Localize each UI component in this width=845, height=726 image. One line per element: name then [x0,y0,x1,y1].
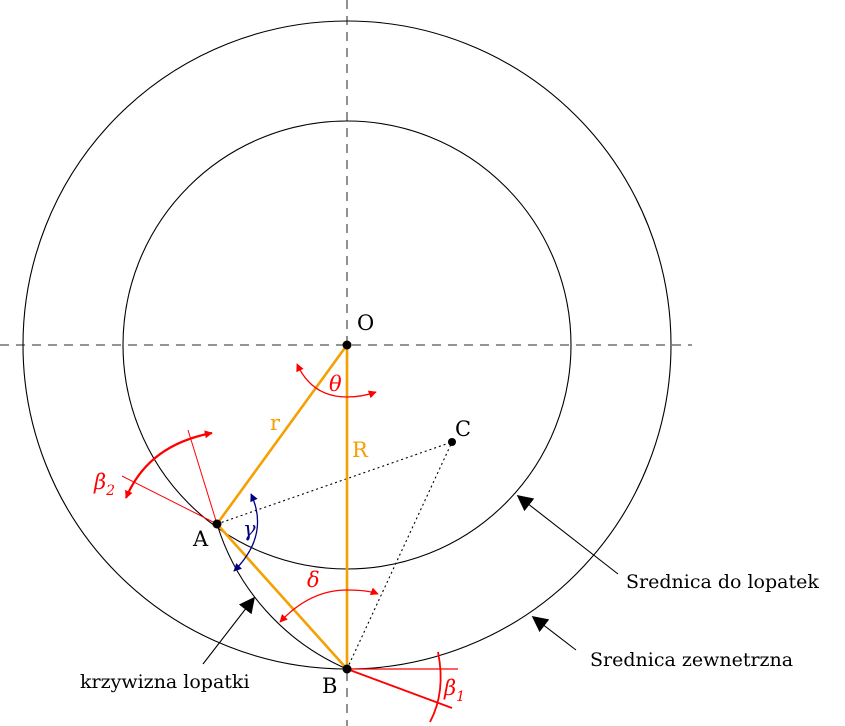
blade-curve-arrow [202,596,255,665]
label-B: B [322,674,337,698]
label-R: R [352,438,369,462]
point-C [448,438,456,446]
beta2-arc [124,430,213,499]
segment-r [215,344,349,525]
beta1-arc [429,651,442,723]
label-A: A [192,527,209,551]
label-beta1: β1 [443,676,465,705]
label-beta2: β2 [93,470,115,499]
blade-curve-annotation: krzywizna lopatki [80,671,250,693]
beta1-symbol: β [443,676,456,700]
blade-curve [216,523,348,670]
label-theta: θ [329,372,342,396]
beta2-line-2 [187,429,218,525]
theta-arc [296,363,377,399]
outer-circle-arrow [531,616,577,651]
beta2-subscript: 2 [105,483,115,499]
line-bc [346,441,453,670]
inner-circle-arrow [516,495,619,575]
outer-circle-annotation: Srednica zewnetrzna [590,649,793,671]
beta2-line-1 [121,475,218,525]
point-A [212,519,222,529]
beta2-symbol: β [93,470,106,494]
inner-circle-annotation: Srednica do lopatek [626,571,819,593]
point-O [342,340,352,350]
label-delta: δ [307,568,320,592]
point-B [342,664,352,674]
delta-arc [279,587,379,623]
beta1-line-2 [346,668,453,709]
label-r: r [270,411,281,435]
beta1-subscript: 1 [456,689,465,705]
label-C: C [455,417,471,441]
label-gamma: γ [243,517,256,541]
segment-ab [216,523,348,670]
label-O: O [357,311,374,335]
gamma-arc [233,493,259,572]
line-ac [216,441,453,525]
